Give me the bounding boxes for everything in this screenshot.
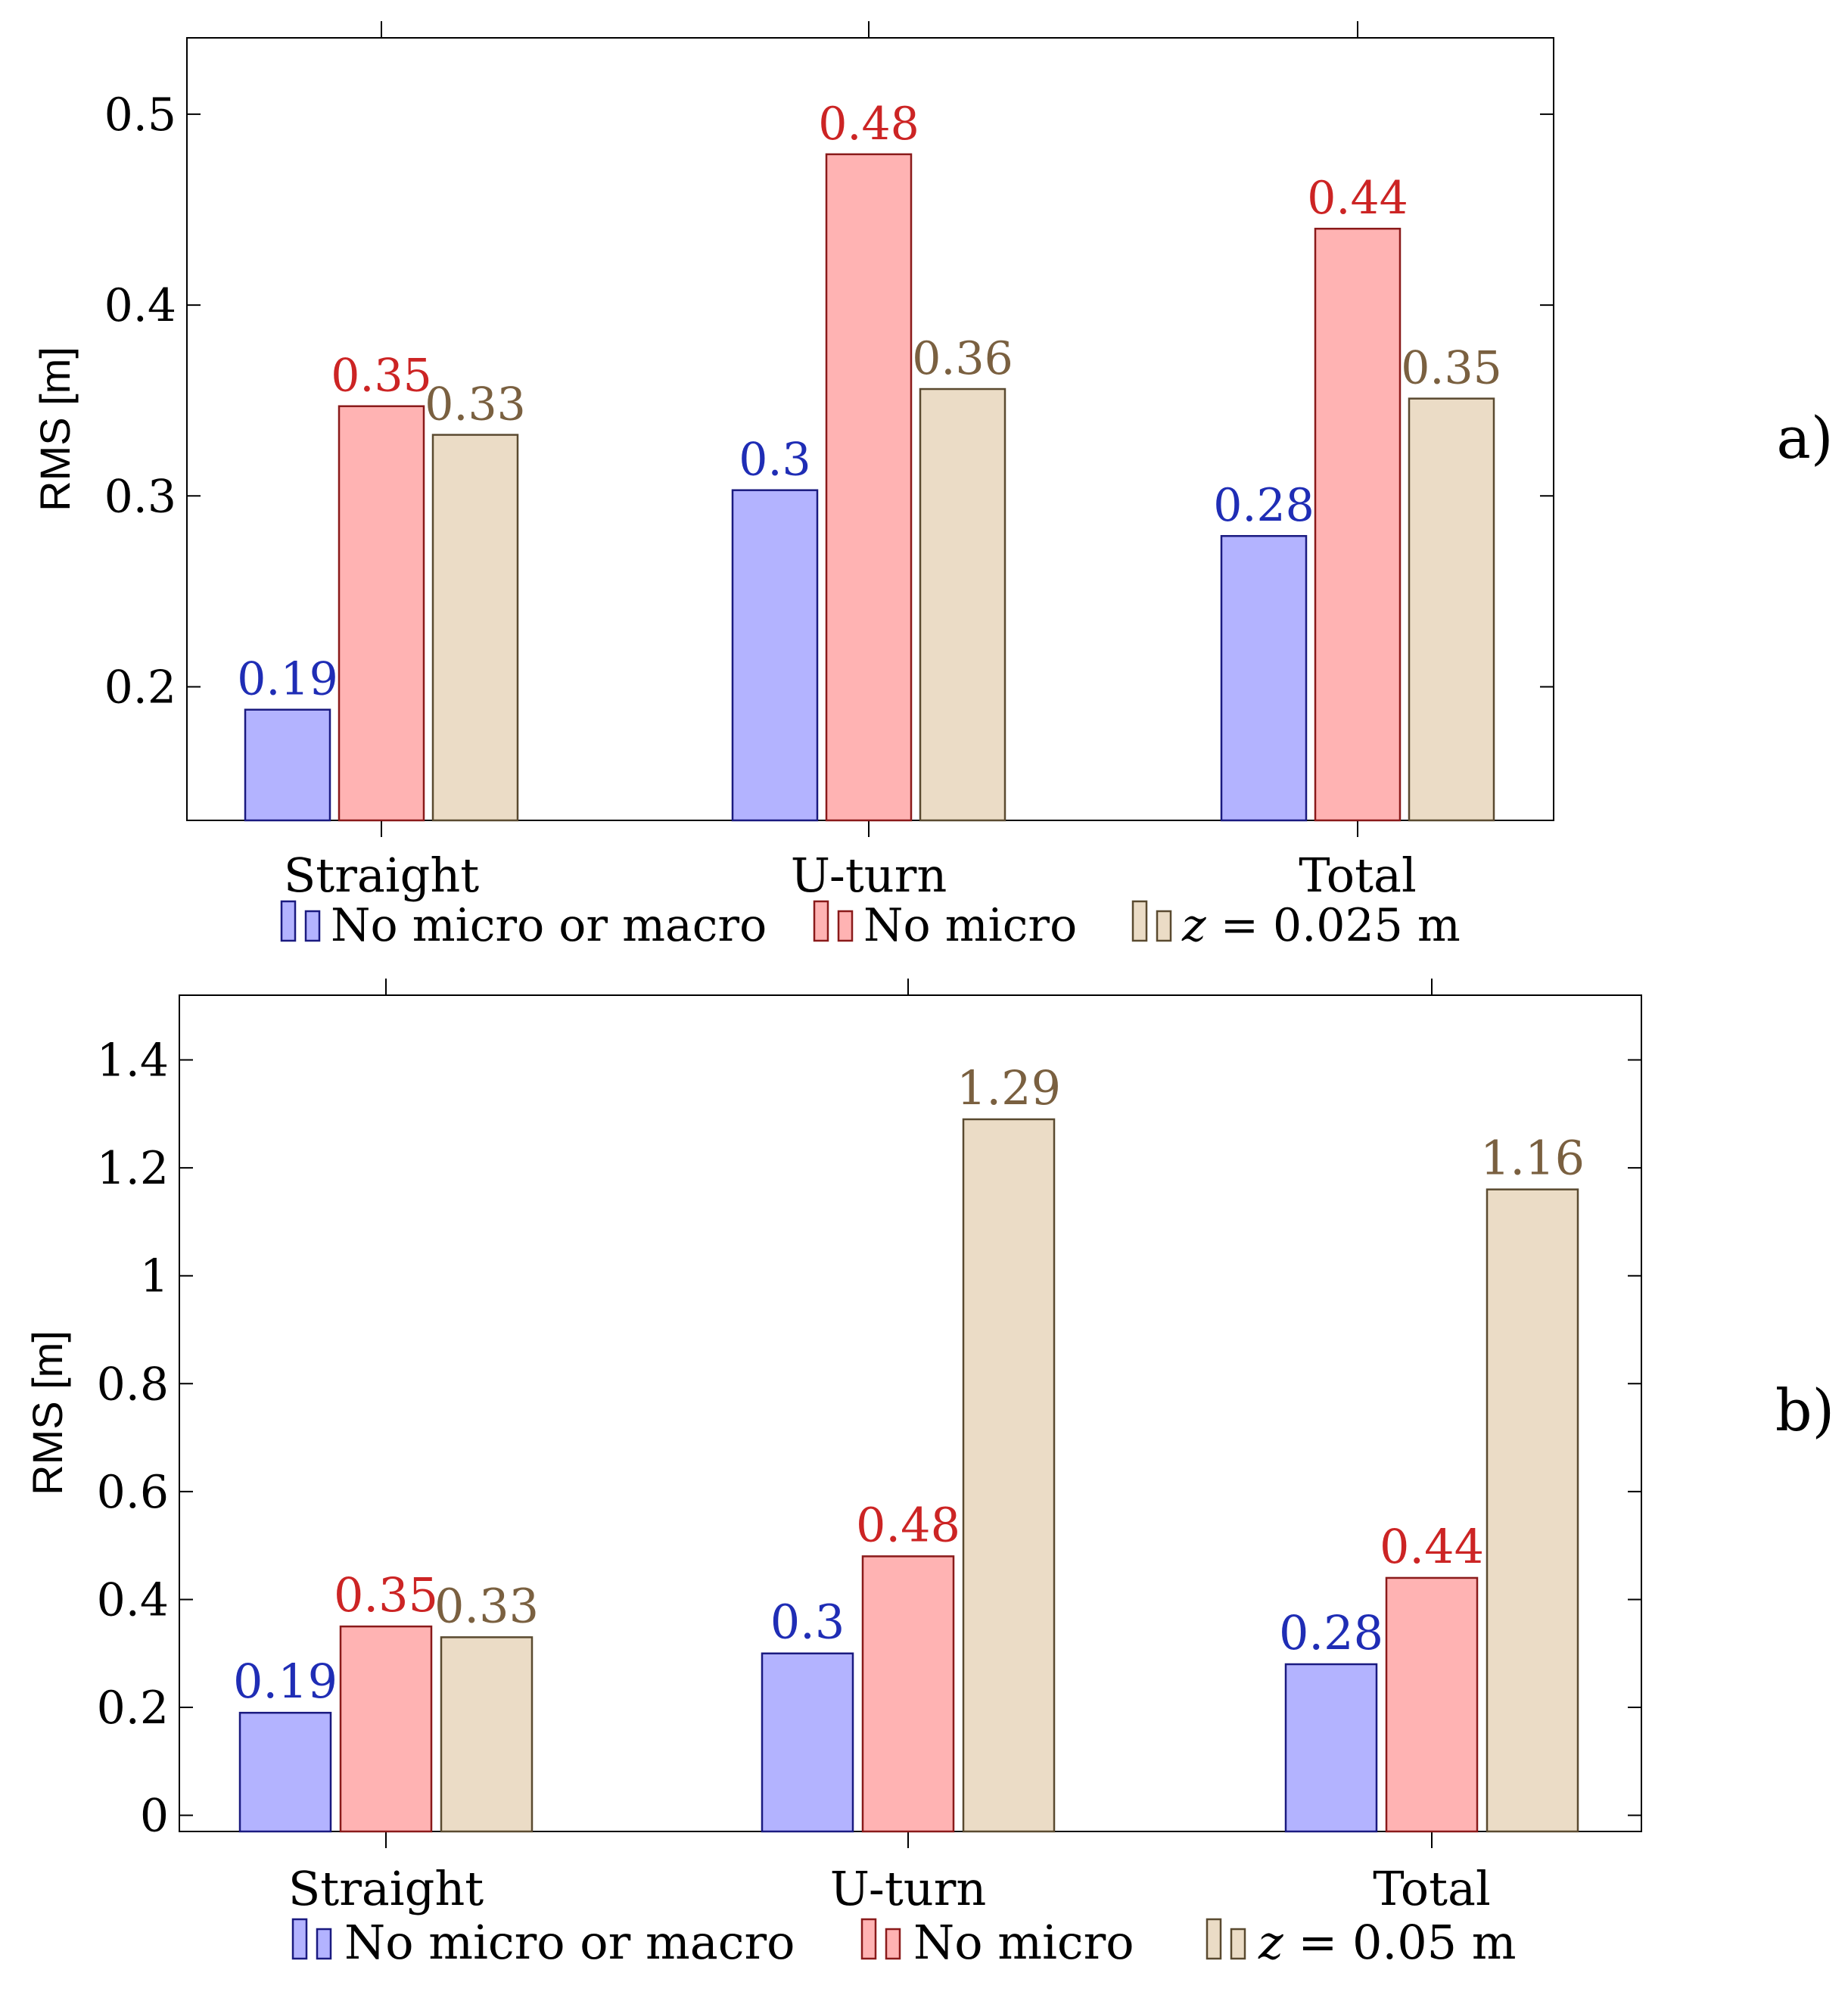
bar-value-label: 0.35 <box>1401 342 1502 395</box>
legend-swatch-small <box>1156 910 1172 942</box>
bar <box>825 153 913 822</box>
bar <box>1220 534 1308 822</box>
bar-value-label: 0.3 <box>770 1595 845 1650</box>
legend-swatch <box>291 1918 308 1960</box>
chart-b: 0 0.2 0.4 0.6 0.8 1 1.2 1.4 Straight U-turn Total 0… <box>23 979 1834 1970</box>
legend-swatch <box>280 900 297 942</box>
y-tick-label: 1 <box>140 1250 169 1303</box>
bar <box>1385 1576 1479 1833</box>
bar-value-label: 0.28 <box>1279 1605 1383 1660</box>
legend-swatch <box>1131 900 1148 942</box>
bar <box>1314 227 1402 822</box>
legend-label-variable: z <box>1181 899 1206 952</box>
legend-label: No micro or macro <box>344 1915 795 1970</box>
x-tick-label: Straight <box>288 1861 484 1916</box>
bar-value-label: 0.19 <box>237 653 338 706</box>
bar-value-label: 0.33 <box>425 378 526 431</box>
bar <box>244 708 331 822</box>
bar <box>339 1625 433 1833</box>
bar <box>919 387 1006 822</box>
legend-label-value: = 0.025 m <box>1206 899 1461 952</box>
y-tick-label: 1.2 <box>97 1142 169 1195</box>
bar <box>1408 397 1495 822</box>
x-tick-label: U-turn <box>830 1861 987 1916</box>
bar <box>338 405 425 822</box>
bar <box>861 1555 955 1833</box>
y-tick-label: 0.4 <box>104 279 176 332</box>
legend-label: z = 0.025 m <box>1181 899 1461 952</box>
bar <box>1486 1188 1579 1833</box>
bar-value-label: 0.19 <box>233 1654 338 1709</box>
bar <box>962 1118 1056 1833</box>
legend-swatch <box>1206 1918 1222 1960</box>
y-axis-title: RMS [m] <box>23 1330 71 1495</box>
bar-value-label: 0.35 <box>334 1567 438 1623</box>
y-tick-label: 0.4 <box>97 1573 169 1626</box>
legend-label-variable: z <box>1258 1915 1283 1970</box>
bar-value-label: 0.44 <box>1307 172 1408 225</box>
bar-value-label: 1.29 <box>957 1060 1061 1116</box>
legend-label: No micro <box>863 899 1077 952</box>
y-tick-label: 0.3 <box>104 470 176 523</box>
chart-a: 0.2 0.3 0.4 0.5 Straight U-turn Total 0.19 0.3 0.… <box>31 21 1833 952</box>
bar-value-label: 0.28 <box>1213 479 1314 532</box>
bar <box>1284 1663 1378 1833</box>
y-tick-label: 1.4 <box>97 1035 169 1088</box>
x-tick-label: U-turn <box>791 848 947 903</box>
legend-swatch-small <box>837 910 854 942</box>
y-tick-label: 0 <box>140 1790 169 1843</box>
bar-value-label: 0.3 <box>739 434 810 487</box>
bar-value-label: 0.35 <box>331 350 432 403</box>
legend-swatch-small <box>885 1928 901 1960</box>
panel-label: a) <box>1777 404 1834 471</box>
bar-value-label: 0.48 <box>856 1497 960 1552</box>
bar-value-label: 0.36 <box>912 332 1013 385</box>
legend-label: No micro or macro <box>331 899 767 952</box>
y-axis-title: RMS [m] <box>31 347 79 512</box>
y-tick-label: 0.6 <box>97 1466 169 1519</box>
x-tick-label: Total <box>1299 848 1417 903</box>
legend-swatch <box>813 900 829 942</box>
y-tick-label: 0.2 <box>104 661 176 714</box>
bar <box>238 1711 332 1833</box>
bar <box>440 1636 534 1833</box>
legend-label-value: = 0.05 m <box>1283 1915 1517 1970</box>
bar-value-label: 1.16 <box>1480 1131 1585 1186</box>
bar-value-label: 0.44 <box>1380 1519 1484 1574</box>
legend-swatch-small <box>1230 1928 1246 1960</box>
legend-swatch <box>860 1918 877 1960</box>
y-tick-label: 0.5 <box>104 89 176 142</box>
x-tick-label: Total <box>1373 1861 1491 1916</box>
bar <box>761 1652 854 1833</box>
legend-label: z = 0.05 m <box>1258 1915 1517 1970</box>
x-tick-label: Straight <box>284 848 479 903</box>
y-tick-label: 0.8 <box>97 1358 169 1411</box>
bar-value-label: 0.48 <box>818 98 919 151</box>
legend-label: No micro <box>913 1915 1134 1970</box>
y-tick-label: 0.2 <box>97 1682 169 1735</box>
legend-swatch-small <box>316 1928 332 1960</box>
bar-value-label: 0.33 <box>434 1578 539 1633</box>
legend-swatch-small <box>304 910 321 942</box>
bar <box>731 489 819 822</box>
bar <box>431 434 519 822</box>
panel-label: b) <box>1775 1377 1834 1444</box>
